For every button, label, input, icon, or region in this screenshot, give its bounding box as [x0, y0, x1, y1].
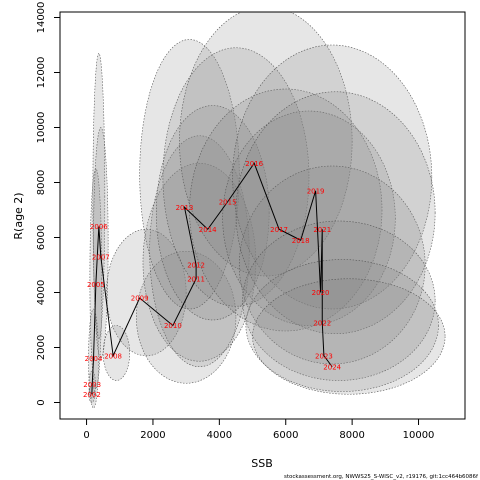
year-points: 2002 2003 2004 2005 2006 2007 2008 2009 2010 2011…	[83, 160, 342, 399]
year-label-2021: 2021	[313, 226, 331, 234]
year-label-2015: 2015	[219, 198, 237, 206]
x-tick-label: 2000	[140, 430, 165, 441]
year-label-2019: 2019	[307, 187, 325, 195]
y-tick-label: 6000	[36, 225, 47, 250]
confidence-ellipse-2007	[93, 127, 109, 359]
y-tick-label: 0	[36, 399, 47, 405]
year-label-2010: 2010	[164, 322, 182, 330]
confidence-ellipse-2021	[235, 91, 436, 335]
confidence-ellipse-2009	[106, 228, 187, 357]
confidence-ellipse-2015	[162, 47, 310, 307]
year-label-2020: 2020	[312, 289, 330, 297]
y-tick-label: 14000	[36, 2, 47, 34]
year-label-2024: 2024	[323, 363, 341, 371]
year-label-2023: 2023	[315, 352, 333, 360]
x-tick-label: 0	[83, 430, 89, 441]
year-label-2004: 2004	[85, 355, 103, 363]
x-tick-label: 8000	[339, 430, 364, 441]
year-label-2003: 2003	[83, 381, 101, 389]
y-tick-label: 4000	[36, 280, 47, 305]
confidence-ellipse-2012	[149, 135, 250, 368]
x-tick-label: 6000	[273, 430, 298, 441]
confidence-ellipse-2018	[222, 110, 396, 326]
confidence-ellipse-2024	[252, 278, 446, 395]
confidence-ellipses	[88, 12, 446, 409]
confidence-ellipse-2014	[155, 105, 270, 321]
year-label-2018: 2018	[292, 237, 310, 245]
year-label-2013: 2013	[176, 204, 194, 212]
year-label-2009: 2009	[131, 295, 149, 303]
confidence-ellipse-2019	[232, 44, 433, 310]
year-label-2011: 2011	[187, 275, 205, 283]
y-tick-label: 12000	[36, 57, 47, 89]
year-label-2022: 2022	[313, 319, 331, 327]
y-tick-label: 10000	[36, 112, 47, 144]
x-tick-label: 4000	[207, 430, 232, 441]
year-label-2014: 2014	[199, 226, 217, 234]
y-tick-label: 8000	[36, 170, 47, 195]
year-label-2017: 2017	[270, 226, 288, 234]
year-label-2007: 2007	[92, 253, 110, 261]
confidence-ellipse-2023	[245, 259, 439, 392]
year-label-2016: 2016	[245, 160, 263, 168]
confidence-ellipse-2013	[139, 39, 240, 310]
y-tick-label: 2000	[36, 335, 47, 360]
confidence-ellipse-2010	[136, 250, 237, 384]
y-axis-label: R(age 2)	[12, 192, 25, 239]
confidence-ellipse-2008	[102, 325, 131, 381]
x-tick-label: 10000	[403, 430, 435, 441]
confidence-ellipse-2022	[242, 220, 436, 381]
x-axis-label: SSB	[251, 457, 273, 470]
year-label-2012: 2012	[187, 262, 205, 270]
year-path-line	[91, 162, 333, 395]
confidence-ellipse-2020	[238, 165, 426, 365]
year-label-2002: 2002	[83, 391, 101, 399]
x-axis: 0 2000 4000 6000 8000 10000	[83, 418, 435, 441]
confidence-ellipse-2017	[189, 88, 383, 332]
footer-credit: stockassessment.org, NWWS25_S-WISC_v2, r…	[284, 474, 479, 480]
y-axis: 0 2000 4000 6000 8000 10000 12000 14000	[36, 2, 61, 406]
year-label-2005: 2005	[87, 281, 105, 289]
year-label-2006: 2006	[90, 223, 108, 231]
year-label-2008: 2008	[104, 352, 122, 360]
